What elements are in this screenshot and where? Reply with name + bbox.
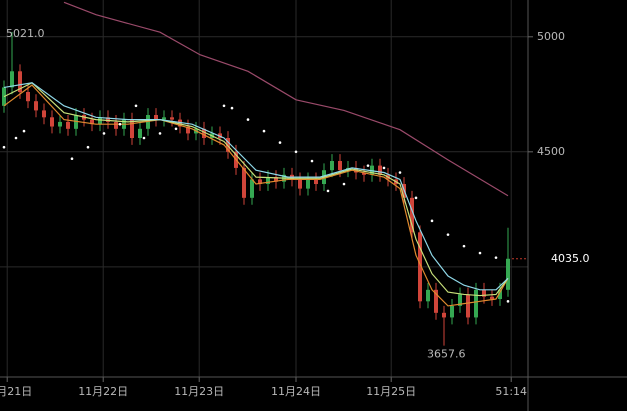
sar-dot [86, 145, 90, 149]
sar-dot [14, 136, 18, 140]
candle-body [186, 126, 190, 134]
candle-body [26, 92, 30, 102]
candle-body [114, 121, 118, 129]
candle-body [442, 312, 446, 318]
sar-dot [142, 136, 146, 140]
candle-body [18, 71, 22, 93]
sar-dot [366, 164, 370, 167]
candle-body [410, 197, 414, 233]
sar-dot [278, 141, 282, 144]
candle-body [258, 179, 262, 185]
sar-dot [478, 251, 482, 255]
candle-body [458, 294, 462, 306]
y-tick-label: 4500 [537, 145, 565, 158]
indicator-line [3, 82, 509, 291]
sar-dot [506, 300, 510, 303]
candle-body [490, 296, 494, 300]
y-tick-label: 5000 [537, 30, 565, 43]
candle-body [306, 179, 310, 189]
candle-body [506, 258, 510, 290]
candle-body [66, 121, 70, 129]
candle-body [362, 172, 366, 175]
x-tick-label: 11月22日 [78, 385, 128, 398]
candle-body [330, 161, 334, 171]
sar-dot [342, 182, 346, 186]
candle-body [314, 179, 318, 185]
sar-dot [382, 166, 386, 170]
candle-body [242, 167, 246, 198]
candle-body [162, 117, 166, 120]
x-tick-label: 11月21日 [0, 385, 32, 398]
indicator-line [3, 82, 509, 297]
indicator-line [3, 84, 509, 307]
candle-body [130, 119, 134, 139]
candle-body [10, 71, 14, 88]
candle-body [426, 289, 430, 302]
candle-body [274, 177, 278, 182]
sar-dot [446, 233, 450, 236]
candle-body [98, 117, 102, 125]
sar-dot [22, 129, 26, 133]
sar-dot [414, 196, 418, 200]
sar-dot [262, 129, 266, 133]
sar-dot [310, 159, 314, 163]
candle-body [474, 289, 478, 318]
sar-dot [134, 104, 138, 108]
candle-body [138, 128, 142, 139]
candle-body [58, 121, 62, 127]
sar-dot [158, 132, 162, 135]
x-tick-label: 11月25日 [366, 385, 416, 398]
sar-dot [246, 118, 250, 121]
sar-dot [326, 189, 330, 193]
candle-body [90, 119, 94, 125]
sar-dot [430, 219, 434, 223]
candle-body [378, 165, 382, 175]
sar-dot [174, 127, 178, 131]
candle-body [418, 232, 422, 302]
candle-body [338, 161, 342, 171]
candle-body [482, 289, 486, 297]
sar-dot [70, 157, 74, 161]
candle-body [450, 305, 454, 318]
candle-body [298, 179, 302, 189]
candle-body [34, 101, 38, 111]
sar-dot [102, 132, 106, 135]
candle-body [106, 117, 110, 122]
sar-dot [398, 171, 402, 174]
sar-dot [494, 256, 498, 259]
sar-dot [462, 244, 466, 248]
sar-dot [230, 106, 234, 110]
low-label: 3657.6 [427, 348, 466, 361]
candle-body [266, 177, 270, 185]
sar-dot [118, 122, 122, 126]
last-price-label: 4035.0 [551, 252, 590, 265]
high-label: 5021.0 [6, 27, 45, 40]
candle-body [226, 138, 230, 152]
x-tick-label: 51:14 [495, 385, 527, 398]
candle-body [202, 128, 206, 139]
x-tick-label: 11月24日 [271, 385, 321, 398]
candle-body [434, 289, 438, 313]
sar-dot [222, 104, 226, 108]
candle-body [50, 117, 54, 127]
candle-body [170, 117, 174, 120]
candle-body [498, 289, 502, 300]
candle-body [466, 294, 470, 318]
indicator-line [63, 1, 509, 197]
candle-body [42, 110, 46, 118]
candle-body [154, 115, 158, 120]
sar-dot [294, 150, 298, 154]
x-tick-label: 11月23日 [174, 385, 224, 398]
candle-body [250, 179, 254, 198]
sar-dot [2, 145, 6, 149]
